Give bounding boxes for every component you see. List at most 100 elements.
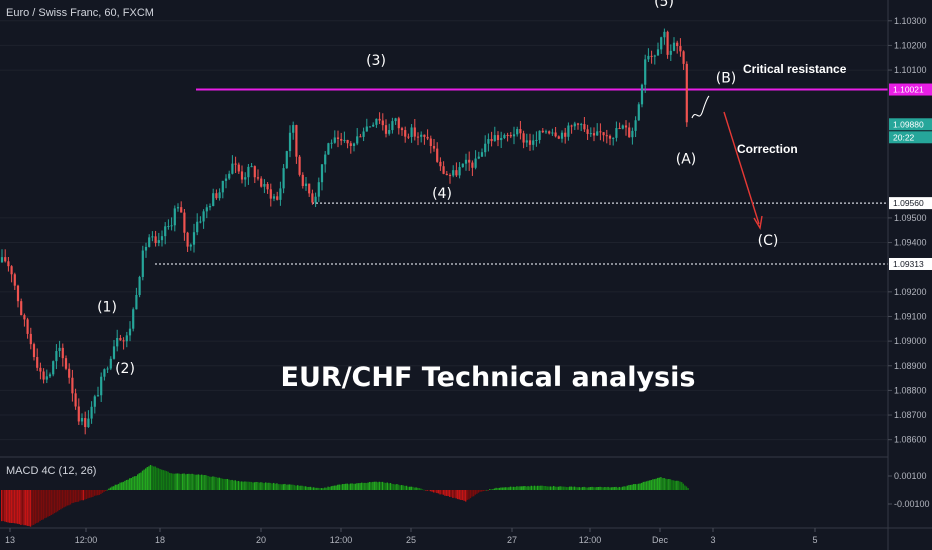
candle xyxy=(496,131,500,147)
price-tick-label: 1.08700 xyxy=(894,410,927,420)
macd-bar xyxy=(677,480,680,490)
candle-body xyxy=(180,207,183,213)
macd-bar xyxy=(85,490,88,500)
macd-bar xyxy=(42,490,44,520)
macd-bar xyxy=(10,490,12,523)
macd-bar xyxy=(201,474,203,490)
candle xyxy=(80,413,84,426)
candle xyxy=(295,124,298,164)
macd-bar xyxy=(319,488,321,490)
price-axis[interactable]: 1.10300 1.10200 1.10100 1.09500 1.09400 1.092… xyxy=(888,16,927,445)
macd-bar xyxy=(82,490,84,501)
macd-axis[interactable]: 0.00100 -0.00100 xyxy=(888,471,930,509)
macd-bar xyxy=(650,480,652,490)
macd-legend[interactable]: MACD 4C (12, 26) xyxy=(6,465,97,477)
macd-bar xyxy=(189,474,192,490)
symbol-legend[interactable]: Euro / Swiss Franc, 60, FXCM xyxy=(6,7,154,19)
macd-bar xyxy=(442,490,444,495)
macd-bar xyxy=(197,474,200,490)
macd-bar xyxy=(153,466,155,490)
macd-bar xyxy=(631,484,633,490)
macd-bar xyxy=(338,484,340,490)
candle xyxy=(215,189,218,200)
macd-bar xyxy=(481,490,483,492)
macd-bar xyxy=(567,487,569,490)
macd-bar xyxy=(114,484,116,490)
candle-body xyxy=(128,328,132,336)
candle-body xyxy=(365,126,368,132)
macd-bar xyxy=(413,487,416,490)
macd-bar xyxy=(657,477,659,490)
candle xyxy=(538,130,541,144)
candle xyxy=(340,132,343,146)
candle-body xyxy=(423,134,426,137)
candle xyxy=(84,411,87,435)
macd-bar xyxy=(540,485,542,490)
projection-squiggle xyxy=(691,95,710,119)
candle xyxy=(493,126,496,142)
macd-bar xyxy=(417,487,419,490)
macd-bar xyxy=(55,490,57,513)
candle-body xyxy=(68,368,71,378)
macd-bar xyxy=(242,481,244,490)
candle-body xyxy=(436,148,439,162)
candle xyxy=(26,317,29,339)
candle-body xyxy=(196,221,199,233)
candle xyxy=(237,162,240,174)
macd-bar xyxy=(95,490,97,496)
candle-body xyxy=(106,368,109,370)
macd-bar xyxy=(461,490,464,501)
candle-body xyxy=(61,347,64,359)
candle-body xyxy=(327,143,330,155)
time-tick-label: 5 xyxy=(812,535,817,545)
candle-body xyxy=(109,358,112,369)
macd-bar xyxy=(103,490,105,492)
candle-body xyxy=(135,295,138,310)
candle xyxy=(250,163,253,168)
candle xyxy=(157,232,160,247)
macd-bar xyxy=(241,481,243,490)
macd-bar xyxy=(681,482,683,490)
macd-bar xyxy=(685,486,688,490)
candle-body xyxy=(138,276,141,296)
candle-body xyxy=(666,31,669,55)
candle-body xyxy=(279,188,282,200)
macd-bar xyxy=(164,470,166,490)
candle-body xyxy=(634,120,637,131)
candle xyxy=(407,133,410,140)
macd-bar xyxy=(594,487,596,490)
candle xyxy=(164,222,167,245)
macd-bar xyxy=(1,490,3,522)
macd-bar xyxy=(508,487,510,490)
macd-bar xyxy=(538,485,540,490)
macd-bar xyxy=(292,484,294,490)
macd-bar xyxy=(623,486,625,490)
candle xyxy=(29,327,32,350)
time-axis[interactable]: 13 12:00 18 20 12:00 25 27 12:00 Dec 3 5 xyxy=(5,528,818,545)
macd-bar xyxy=(4,490,6,522)
macd-bar xyxy=(434,490,436,493)
macd-bar xyxy=(132,476,134,490)
macd-bar xyxy=(597,486,600,490)
macd-bar xyxy=(666,479,668,490)
macd-bar xyxy=(405,485,408,490)
candle xyxy=(58,340,61,358)
candle-body xyxy=(132,309,135,329)
candle xyxy=(151,231,154,242)
macd-bar xyxy=(108,488,110,490)
macd-bar xyxy=(41,490,43,520)
candle xyxy=(39,362,42,380)
candle-body xyxy=(266,183,269,190)
candle xyxy=(90,401,93,424)
macd-bar xyxy=(364,482,366,490)
support-price-tag-1: 1.09560 xyxy=(889,197,932,210)
macd-bar xyxy=(389,482,392,490)
macd-bar xyxy=(506,487,508,490)
macd-bar xyxy=(466,490,468,500)
macd-bar xyxy=(81,490,83,501)
candle xyxy=(413,119,416,141)
macd-bar xyxy=(209,476,211,490)
macd-bar xyxy=(237,480,240,490)
macd-bar xyxy=(679,481,681,490)
